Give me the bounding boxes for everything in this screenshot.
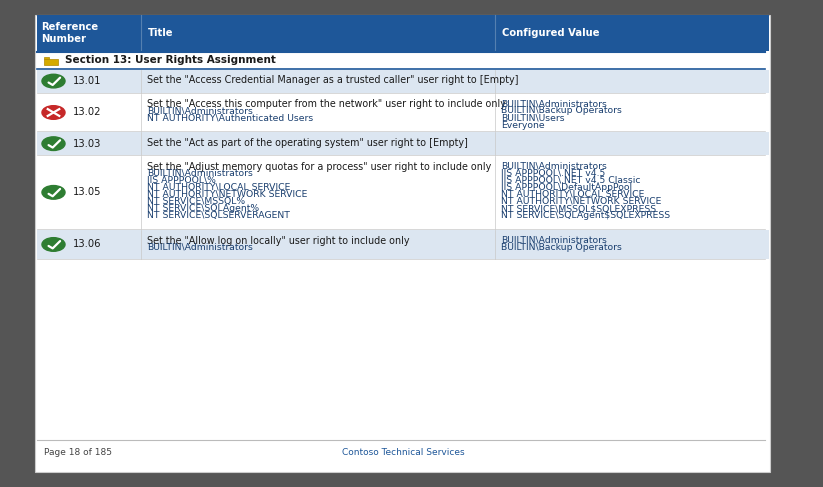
Text: 13.03: 13.03 [73,139,101,149]
Text: Reference
Number: Reference Number [41,22,98,44]
Text: Page 18 of 185: Page 18 of 185 [44,449,112,457]
Text: 13.05: 13.05 [73,187,102,197]
Text: BUILTIN\Administrators: BUILTIN\Administrators [147,169,253,178]
Text: NT SERVICE\SQLSERVERAGENT: NT SERVICE\SQLSERVERAGENT [147,211,291,220]
Text: BUILTIN\Backup Operators: BUILTIN\Backup Operators [501,243,622,252]
Text: 13.02: 13.02 [73,108,102,117]
Text: 13.06: 13.06 [73,240,102,249]
Text: NT AUTHORITY\LOCAL SERVICE: NT AUTHORITY\LOCAL SERVICE [501,190,644,199]
Text: BUILTIN\Administrators: BUILTIN\Administrators [501,99,607,108]
Text: NT AUTHORITY\LOCAL SERVICE: NT AUTHORITY\LOCAL SERVICE [147,183,291,192]
Text: IIS APPPOOL\DefaultAppPool: IIS APPPOOL\DefaultAppPool [501,183,632,192]
Text: NT AUTHORITY\Authenticated Users: NT AUTHORITY\Authenticated Users [147,113,314,122]
Text: Everyone: Everyone [501,120,545,130]
Bar [37,15,769,51]
Circle shape [42,238,65,251]
Text: IIS APPPOOL\%: IIS APPPOOL\% [147,176,216,185]
Circle shape [42,186,65,199]
Text: Title: Title [148,28,174,38]
Bar [37,132,769,155]
Text: BUILTIN\Administrators: BUILTIN\Administrators [501,236,607,244]
Text: NT AUTHORITY\NETWORK SERVICE: NT AUTHORITY\NETWORK SERVICE [501,197,662,206]
Bar [44,56,49,58]
Text: Contoso Technical Services: Contoso Technical Services [342,449,464,457]
Circle shape [42,106,65,119]
Text: NT SERVICE\SQLAgent$SQLEXPRESS: NT SERVICE\SQLAgent$SQLEXPRESS [501,211,670,220]
Text: IIS APPPOOL\.NET v4.5: IIS APPPOOL\.NET v4.5 [501,169,606,178]
Text: BUILTIN\Backup Operators: BUILTIN\Backup Operators [501,106,622,115]
Text: NT AUTHORITY\NETWORK SERVICE: NT AUTHORITY\NETWORK SERVICE [147,190,308,199]
Text: BUILTIN\Administrators: BUILTIN\Administrators [147,243,253,252]
Text: Set the "Allow log on locally" user right to include only: Set the "Allow log on locally" user righ… [147,236,410,246]
Bar [35,15,770,472]
Text: Configured Value: Configured Value [502,28,599,38]
Text: BUILTIN\Administrators: BUILTIN\Administrators [147,106,253,115]
Text: IIS APPPOOL\.NET v4.5 Classic: IIS APPPOOL\.NET v4.5 Classic [501,176,641,185]
Text: BUILTIN\Users: BUILTIN\Users [501,113,565,122]
Text: BUILTIN\Administrators: BUILTIN\Administrators [501,162,607,170]
Bar [44,58,58,65]
Bar [37,156,769,229]
Text: Set the "Act as part of the operating system" user right to [Empty]: Set the "Act as part of the operating sy… [147,138,468,149]
Circle shape [42,74,65,88]
Text: Set the "Adjust memory quotas for a process" user right to include only: Set the "Adjust memory quotas for a proc… [147,162,491,172]
Bar [37,230,769,259]
Text: NT SERVICE\SQLAgent%: NT SERVICE\SQLAgent% [147,204,259,213]
Circle shape [42,137,65,150]
Bar [37,94,769,131]
Text: NT SERVICE\MSSQL%: NT SERVICE\MSSQL% [147,197,245,206]
Text: NT SERVICE\MSSQL$SQLEXPRESS: NT SERVICE\MSSQL$SQLEXPRESS [501,204,656,213]
Text: Set the "Access Credential Manager as a trusted caller" user right to [Empty]: Set the "Access Credential Manager as a … [147,75,518,86]
Bar [37,70,769,93]
Text: 13.01: 13.01 [73,76,102,86]
Text: Section 13: User Rights Assignment: Section 13: User Rights Assignment [65,55,276,65]
Text: Set the "Access this computer from the network" user right to include only: Set the "Access this computer from the n… [147,99,506,110]
